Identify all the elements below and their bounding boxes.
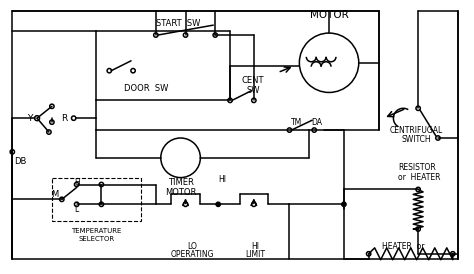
- Text: LIMIT: LIMIT: [245, 250, 265, 259]
- Text: M: M: [51, 190, 58, 199]
- Text: TIMER: TIMER: [168, 178, 193, 187]
- Text: TEMPERATURE: TEMPERATURE: [71, 228, 122, 234]
- Text: MOTOR: MOTOR: [310, 10, 348, 20]
- Text: CENTRIFUGAL: CENTRIFUGAL: [390, 125, 443, 135]
- Text: DA: DA: [312, 118, 323, 127]
- Text: HEATER  or: HEATER or: [382, 242, 425, 251]
- Text: SW: SW: [246, 86, 260, 95]
- Circle shape: [342, 202, 346, 207]
- Text: OPERATING: OPERATING: [171, 250, 214, 259]
- Text: SWITCH: SWITCH: [401, 135, 431, 144]
- Text: HI: HI: [218, 175, 226, 184]
- Text: DB: DB: [14, 157, 27, 166]
- Bar: [52, 178, 141, 221]
- Text: R: R: [61, 114, 67, 123]
- Text: or  HEATER: or HEATER: [398, 173, 441, 182]
- Text: HI: HI: [251, 242, 259, 251]
- Text: Y: Y: [27, 114, 33, 123]
- Text: TM: TM: [291, 118, 302, 127]
- Text: RESISTOR: RESISTOR: [398, 163, 436, 172]
- Circle shape: [216, 202, 220, 207]
- Text: START  SW: START SW: [156, 19, 201, 28]
- Text: DOOR  SW: DOOR SW: [124, 84, 168, 93]
- Text: SELECTOR: SELECTOR: [78, 236, 115, 242]
- Text: L: L: [74, 205, 79, 214]
- Text: H: H: [74, 178, 80, 187]
- Text: CENT: CENT: [242, 76, 264, 85]
- Text: MOTOR: MOTOR: [165, 188, 196, 197]
- Text: LO: LO: [188, 242, 197, 251]
